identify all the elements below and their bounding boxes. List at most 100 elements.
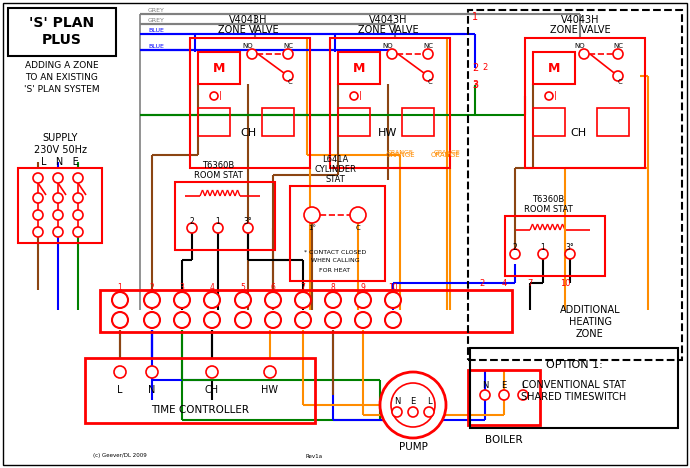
Circle shape: [579, 49, 589, 59]
Text: 6: 6: [270, 283, 275, 292]
Circle shape: [295, 312, 311, 328]
Text: SHARED TIMESWITCH: SHARED TIMESWITCH: [522, 392, 627, 402]
Circle shape: [206, 366, 218, 378]
Text: NC: NC: [283, 43, 293, 49]
Circle shape: [144, 292, 160, 308]
Circle shape: [114, 366, 126, 378]
Text: 1: 1: [215, 218, 220, 227]
Text: C: C: [355, 225, 360, 231]
Text: ZONE VALVE: ZONE VALVE: [217, 25, 278, 35]
Bar: [85, 358, 315, 423]
Circle shape: [235, 312, 251, 328]
Text: HEATING: HEATING: [569, 317, 611, 327]
Bar: [198, 108, 230, 136]
Text: V4043H: V4043H: [561, 15, 599, 25]
Text: SUPPLY: SUPPLY: [42, 133, 78, 143]
Text: 1°: 1°: [308, 225, 316, 231]
Text: 3°: 3°: [244, 218, 253, 227]
Bar: [505, 216, 605, 276]
Circle shape: [325, 292, 341, 308]
Bar: [525, 38, 645, 168]
Circle shape: [265, 312, 281, 328]
Text: C: C: [288, 79, 293, 85]
Text: NO: NO: [575, 43, 585, 49]
Circle shape: [283, 71, 293, 81]
Text: 2: 2: [480, 278, 484, 287]
Circle shape: [499, 390, 509, 400]
Circle shape: [235, 292, 251, 308]
Circle shape: [112, 312, 128, 328]
Circle shape: [33, 173, 43, 183]
Circle shape: [480, 390, 490, 400]
Bar: [338, 108, 370, 136]
Circle shape: [385, 312, 401, 328]
Text: C: C: [618, 79, 622, 85]
Circle shape: [391, 383, 435, 427]
Circle shape: [73, 227, 83, 237]
Text: 5: 5: [241, 283, 246, 292]
Circle shape: [247, 49, 257, 59]
Text: HW: HW: [378, 128, 397, 138]
Text: ADDING A ZONE: ADDING A ZONE: [26, 60, 99, 70]
Circle shape: [424, 407, 434, 417]
Text: ORANGE: ORANGE: [386, 149, 413, 154]
Circle shape: [423, 49, 433, 59]
Text: STAT: STAT: [325, 176, 345, 184]
Text: BLUE: BLUE: [148, 44, 164, 50]
Text: L   N   E: L N E: [41, 157, 79, 167]
Text: 10: 10: [560, 278, 570, 287]
Text: ORANGE: ORANGE: [433, 149, 460, 154]
Circle shape: [350, 92, 358, 100]
Text: GREY: GREY: [148, 19, 165, 23]
Text: 3: 3: [473, 80, 477, 89]
Text: 2: 2: [190, 218, 195, 227]
Text: N: N: [482, 380, 489, 389]
Circle shape: [73, 210, 83, 220]
Text: ADDITIONAL: ADDITIONAL: [560, 305, 620, 315]
Text: M: M: [213, 61, 225, 74]
Text: GREY: GREY: [148, 8, 165, 14]
Circle shape: [33, 210, 43, 220]
Text: 1: 1: [541, 243, 545, 253]
Circle shape: [423, 71, 433, 81]
Text: 1: 1: [472, 12, 478, 22]
Circle shape: [283, 49, 293, 59]
Text: 1: 1: [117, 283, 122, 292]
Text: NO: NO: [383, 43, 393, 49]
Text: 230V 50Hz: 230V 50Hz: [34, 145, 86, 155]
Text: L641A: L641A: [322, 155, 348, 164]
Text: ORANGE: ORANGE: [385, 152, 415, 158]
Circle shape: [174, 312, 190, 328]
Text: ROOM STAT: ROOM STAT: [524, 205, 573, 214]
Text: T6360B: T6360B: [532, 196, 564, 205]
Text: FOR HEAT: FOR HEAT: [319, 268, 351, 272]
Circle shape: [265, 292, 281, 308]
Circle shape: [187, 223, 197, 233]
Text: CH: CH: [570, 128, 586, 138]
Text: ORANGE: ORANGE: [430, 152, 460, 158]
Text: Rev1a: Rev1a: [305, 453, 322, 459]
Text: ZONE VALVE: ZONE VALVE: [550, 25, 611, 35]
Bar: [18, 168, 102, 243]
Circle shape: [304, 207, 320, 223]
Text: 3: 3: [472, 80, 478, 90]
Text: 7: 7: [527, 278, 533, 287]
Circle shape: [350, 207, 366, 223]
Text: BOILER: BOILER: [485, 435, 523, 445]
Text: E: E: [502, 380, 506, 389]
Circle shape: [73, 193, 83, 203]
Text: 3: 3: [179, 283, 184, 292]
Text: * CONTACT CLOSED: * CONTACT CLOSED: [304, 249, 366, 255]
Text: V4043H: V4043H: [368, 15, 407, 25]
Circle shape: [210, 92, 218, 100]
Text: 2: 2: [482, 64, 488, 73]
Circle shape: [213, 223, 223, 233]
Text: 4: 4: [502, 278, 506, 287]
Text: |: |: [359, 92, 362, 101]
Text: |: |: [219, 92, 221, 101]
Text: |: |: [553, 92, 556, 101]
Bar: [468, 10, 682, 360]
Text: ZONE: ZONE: [576, 329, 604, 339]
Text: 2: 2: [472, 63, 478, 73]
Bar: [468, 370, 540, 425]
